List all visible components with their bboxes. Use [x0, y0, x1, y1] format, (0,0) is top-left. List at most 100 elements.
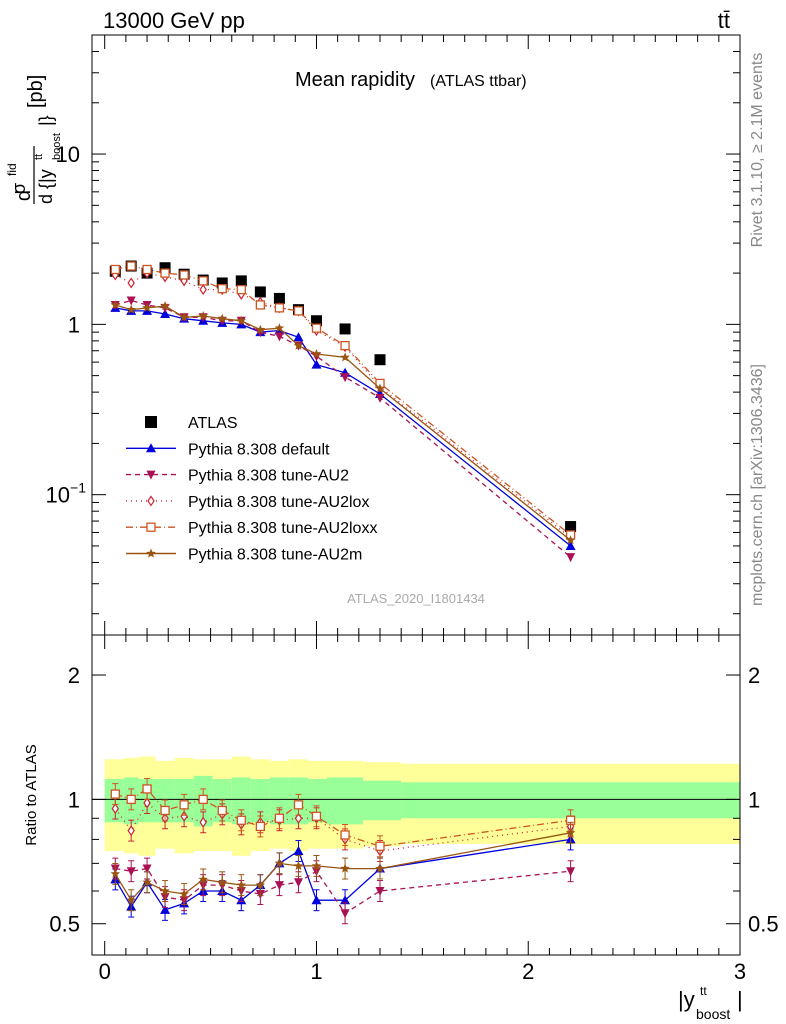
- legend-entry: Pythia 8.308 tune-AU2loxx: [126, 520, 377, 537]
- data-point: [340, 352, 350, 362]
- data-point: [160, 301, 170, 311]
- ratio-point: [255, 880, 266, 890]
- data-point: [273, 292, 285, 304]
- ratio-point: [293, 878, 303, 888]
- svg-text:fid: fid: [5, 163, 19, 176]
- main-y-tick-label-exponent: −1: [70, 480, 86, 496]
- ratio-point: [217, 805, 227, 816]
- svg-text:tt: tt: [700, 984, 707, 998]
- uncertainty-band-inner: [269, 777, 289, 825]
- svg-text:d: d: [13, 190, 35, 201]
- data-point: [565, 535, 576, 545]
- data-point: [236, 315, 246, 325]
- ratio-point: [294, 812, 303, 824]
- data-point: [565, 521, 577, 533]
- ratio-point: [375, 863, 385, 873]
- data-point: [236, 284, 246, 295]
- ratio-point: [126, 794, 136, 805]
- ratio-point: [236, 815, 246, 825]
- header-process-label: tt̄: [718, 8, 730, 33]
- data-point: [217, 284, 227, 294]
- main-y-tick-label: 1: [68, 312, 80, 337]
- data-point: [274, 323, 285, 333]
- data-point: [142, 302, 152, 312]
- ratio-point: [375, 887, 385, 897]
- data-point: [160, 268, 170, 278]
- data-point: [274, 332, 284, 342]
- ratio-point: [340, 909, 350, 919]
- ratio-point: [566, 867, 576, 877]
- ratio-point: [565, 827, 576, 837]
- uncertainty-band-inner: [327, 777, 364, 825]
- data-point: [375, 383, 385, 393]
- data-point: [374, 354, 386, 366]
- data-point: [160, 309, 171, 319]
- data-point: [375, 393, 385, 403]
- legend-label: Pythia 8.308 tune-AU2m: [188, 547, 362, 564]
- data-point: [126, 296, 136, 306]
- ratio-series-pythia-8-308-tune-au2loxx: [110, 777, 576, 858]
- series-pythia-8-308-tune-au2m: [110, 300, 576, 545]
- legend-marker: [147, 495, 155, 507]
- ratio-point: [126, 867, 136, 877]
- ratio-point: [110, 868, 120, 878]
- uncertainty-band-inner: [308, 779, 328, 823]
- series-line: [115, 299, 572, 558]
- legend-marker: [146, 443, 156, 453]
- uncertainty-band-inner: [250, 779, 270, 823]
- svg-text:|: |: [737, 987, 743, 1012]
- data-point: [274, 303, 285, 313]
- xlabel-main: |y: [678, 987, 695, 1012]
- data-point: [255, 328, 265, 338]
- data-point: [217, 313, 227, 323]
- svg-text:σ: σ: [9, 183, 29, 194]
- uncertainty-band-inner: [231, 777, 251, 825]
- x-axis-label: |y tt boost |: [678, 984, 743, 1022]
- ylabel-sigma: σ: [9, 183, 29, 194]
- legend-entry: ATLAS: [145, 415, 238, 432]
- mcplots-label: mcplots.cern.ch [arXiv:1306.3436]: [749, 364, 766, 606]
- data-point: [311, 349, 322, 358]
- data-point: [340, 340, 350, 351]
- legend-entry: Pythia 8.308 tune-AU2lox: [126, 494, 369, 511]
- data-point: [293, 332, 304, 342]
- ratio-point: [143, 797, 151, 809]
- data-point: [199, 284, 207, 296]
- data-point: [142, 305, 153, 315]
- data-point: [110, 300, 120, 309]
- data-point: [159, 262, 171, 274]
- svg-text:|}: |}: [36, 115, 56, 126]
- ratio-point: [111, 802, 120, 815]
- ratio-y-tick-label: 0.5: [49, 912, 80, 937]
- ratio-frame: [91, 634, 741, 956]
- ratio-point: [274, 858, 285, 868]
- ratio-point: [217, 877, 227, 887]
- main-y-tick-label: 10−1: [46, 480, 87, 508]
- ratio-point: [142, 864, 152, 874]
- svg-text:boost: boost: [51, 133, 63, 160]
- x-tick-label: 0: [99, 959, 111, 984]
- legend-label: ATLAS: [188, 415, 238, 432]
- uncertainty-band-inner: [363, 780, 402, 821]
- main-y-axis-label: d σ fid d {|y tt boost |} [pb]: [5, 75, 63, 204]
- data-point: [293, 306, 304, 316]
- series-pythia-8-308-default: [110, 302, 576, 550]
- main-panel: 10 1 10−1 Mean rapidity (ATLAS ttbar) ATLA…: [5, 34, 741, 636]
- ratio-point: [293, 860, 304, 870]
- rivet-label: Rivet 3.1.10, ≥ 2.1M events: [749, 53, 766, 248]
- legend-entry: Pythia 8.308 tune-AU2m: [126, 547, 362, 564]
- ratio-y-axis-label: Ratio to ATLAS: [23, 744, 40, 845]
- ratio-point: [340, 895, 351, 905]
- data-point: [255, 300, 266, 310]
- svg-text:[pb]: [pb]: [25, 75, 47, 108]
- ratio-series-pythia-8-308-tune-au2m: [110, 821, 576, 912]
- legend-marker: [146, 522, 156, 532]
- ratio-point: [142, 877, 152, 887]
- svg-text:|y: |y: [678, 987, 695, 1012]
- ratio-point: [311, 860, 322, 870]
- ratio-point: [236, 880, 246, 890]
- ratio-point: [311, 895, 322, 905]
- data-point: [254, 286, 266, 298]
- svg-text:d {|y: d {|y: [36, 169, 56, 204]
